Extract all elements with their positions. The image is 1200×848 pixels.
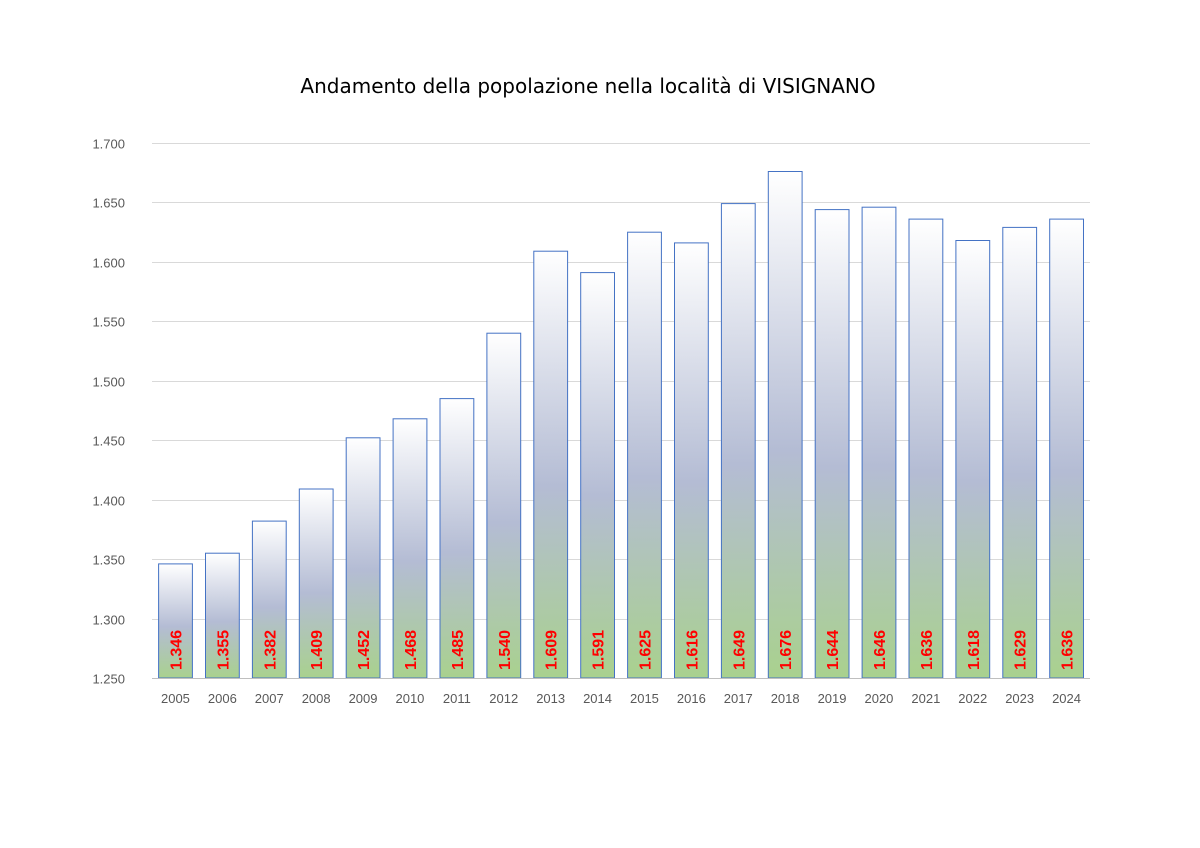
y-tick-label: 1.550 [92, 315, 125, 330]
y-tick-label: 1.350 [92, 553, 125, 568]
data-label: 1.625 [637, 630, 654, 670]
axis-layer: 1.250 1.300 1.350 1.400 1.450 1.500 1.550 1.600… [92, 137, 1090, 706]
bar-2008 [298, 488, 334, 679]
data-label: 1.646 [872, 630, 889, 670]
x-tick-label: 2022 [958, 691, 987, 706]
data-label: 1.644 [825, 630, 842, 670]
x-tick-label: 2018 [771, 691, 800, 706]
data-label: 1.468 [403, 630, 420, 670]
chart-title: Andamento della popolazione nella locali… [300, 74, 876, 98]
data-label: 1.540 [497, 630, 514, 670]
bar-2019 [814, 209, 850, 679]
bar-2018 [767, 171, 803, 679]
data-label: 1.485 [450, 630, 467, 670]
y-tick-label: 1.500 [92, 375, 125, 390]
x-tick-label: 2005 [161, 691, 190, 706]
y-tick-label: 1.700 [92, 137, 125, 152]
y-tick-label: 1.250 [92, 672, 125, 687]
data-label: 1.616 [684, 630, 701, 670]
x-tick-label: 2010 [395, 691, 424, 706]
bar-2022 [955, 240, 991, 679]
data-label: 1.676 [778, 630, 795, 670]
bar-2005 [158, 563, 193, 679]
bar-layer [158, 171, 1084, 679]
data-label: 1.618 [966, 630, 983, 670]
x-tick-label: 2017 [724, 691, 753, 706]
x-tick-label: 2008 [302, 691, 331, 706]
data-label: 1.649 [731, 630, 748, 670]
bar-2007 [251, 520, 287, 679]
x-tick-label: 2016 [677, 691, 706, 706]
x-tick-label: 2020 [864, 691, 893, 706]
data-label: 1.591 [591, 630, 608, 670]
bar-2016 [674, 242, 709, 679]
x-tick-label: 2009 [349, 691, 378, 706]
x-tick-label: 2014 [583, 691, 612, 706]
data-label: 1.355 [215, 630, 232, 670]
grid-layer [152, 143, 1090, 620]
data-label: 1.609 [544, 630, 561, 670]
x-tick-label: 2023 [1005, 691, 1034, 706]
bar-2020 [861, 206, 897, 679]
y-tick-label: 1.400 [92, 494, 125, 509]
data-label: 1.636 [1060, 630, 1077, 670]
data-label: 1.452 [356, 630, 373, 670]
x-tick-label: 2015 [630, 691, 659, 706]
x-tick-label: 2011 [443, 691, 471, 706]
bar-2014 [580, 272, 616, 679]
bar-2017 [720, 203, 756, 679]
x-tick-label: 2013 [536, 691, 565, 706]
bar-2023 [1002, 226, 1038, 679]
y-tick-label: 1.650 [92, 196, 125, 211]
bar-2024 [1049, 218, 1084, 679]
bar-2011 [439, 398, 475, 679]
x-tick-label: 2021 [911, 691, 940, 706]
label-layer: 1.346 1.355 1.382 1.409 1.452 1.468 1.485 1.540… [168, 630, 1076, 670]
x-tick-label: 2012 [489, 691, 518, 706]
bar-2013 [533, 250, 569, 679]
y-tick-label: 1.600 [92, 256, 125, 271]
bar-2006 [205, 552, 240, 679]
bar-2012 [486, 332, 522, 679]
x-tick-label: 2007 [255, 691, 284, 706]
y-tick-label: 1.300 [92, 613, 125, 628]
bar-2021 [908, 218, 944, 679]
x-tick-label: 2006 [208, 691, 237, 706]
data-label: 1.409 [309, 630, 326, 670]
data-label: 1.629 [1013, 630, 1030, 670]
y-tick-label: 1.450 [92, 434, 125, 449]
data-label: 1.382 [262, 630, 279, 670]
data-label: 1.346 [168, 630, 185, 670]
x-tick-label: 2019 [818, 691, 847, 706]
bar-2015 [627, 231, 662, 679]
x-tick-label: 2024 [1052, 691, 1081, 706]
data-label: 1.636 [919, 630, 936, 670]
